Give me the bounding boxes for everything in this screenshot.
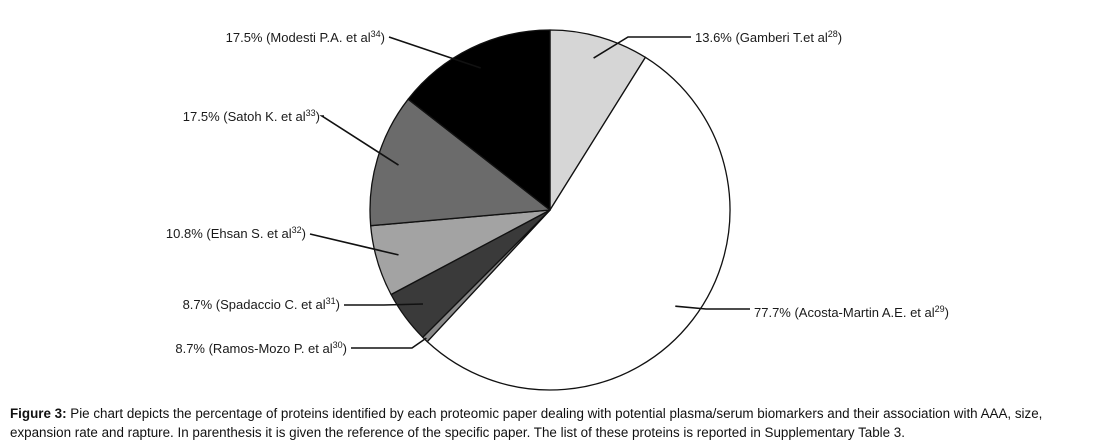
slice-label-ref-number: 33 bbox=[306, 108, 316, 118]
slice-label-close-paren: ) bbox=[838, 30, 842, 45]
pie-slice-ref-33 bbox=[369, 98, 551, 227]
leader-line-ref-30 bbox=[351, 337, 427, 349]
slice-label-ref-34: 17.5% (Modesti P.A. et al34) bbox=[226, 29, 385, 45]
slice-label-ref-number: 29 bbox=[935, 304, 945, 314]
leader-line-ref-31 bbox=[344, 303, 424, 306]
slice-label-text: 8.7% (Ramos-Mozo P. et al bbox=[175, 341, 332, 356]
slice-label-close-paren: ) bbox=[316, 109, 320, 124]
slice-label-text: 10.8% (Ehsan S. et al bbox=[166, 226, 292, 241]
slice-label-ref-31: 8.7% (Spadaccio C. et al31) bbox=[183, 296, 340, 312]
caption-label: Figure 3: bbox=[10, 406, 67, 421]
slice-label-ref-number: 28 bbox=[828, 29, 838, 39]
slice-label-ref-number: 34 bbox=[371, 29, 381, 39]
slice-label-text: 17.5% (Satoh K. et al bbox=[183, 109, 306, 124]
slice-label-ref-29: 77.7% (Acosta-Martin A.E. et al29) bbox=[754, 304, 949, 320]
slice-label-ref-number: 32 bbox=[292, 225, 302, 235]
leader-line-ref-28 bbox=[593, 36, 691, 59]
pie-slice-ref-29 bbox=[426, 56, 731, 391]
pie-slice-ref-28 bbox=[549, 29, 647, 211]
slice-labels: 13.6% (Gamberi T.et al28)77.7% (Acosta-M… bbox=[166, 29, 949, 356]
leader-line-ref-32 bbox=[309, 233, 399, 256]
slice-label-ref-30: 8.7% (Ramos-Mozo P. et al30) bbox=[175, 340, 347, 356]
leader-line-ref-34 bbox=[388, 36, 481, 69]
slice-label-ref-28: 13.6% (Gamberi T.et al28) bbox=[695, 29, 842, 45]
slice-label-text: 8.7% (Spadaccio C. et al bbox=[183, 297, 326, 312]
slice-label-close-paren: ) bbox=[381, 30, 385, 45]
slice-label-close-paren: ) bbox=[302, 226, 306, 241]
leader-lines bbox=[309, 36, 750, 349]
slice-label-text: 77.7% (Acosta-Martin A.E. et al bbox=[754, 305, 935, 320]
caption-text: Pie chart depicts the percentage of prot… bbox=[10, 406, 1043, 440]
slice-label-close-paren: ) bbox=[336, 297, 340, 312]
slice-label-ref-32: 10.8% (Ehsan S. et al32) bbox=[166, 225, 306, 241]
slice-label-close-paren: ) bbox=[945, 305, 949, 320]
pie-slices bbox=[369, 29, 731, 391]
slice-label-close-paren: ) bbox=[343, 341, 347, 356]
leader-line-ref-33 bbox=[319, 115, 399, 166]
pie-chart: 13.6% (Gamberi T.et al28)77.7% (Acosta-M… bbox=[166, 29, 949, 391]
slice-label-ref-number: 30 bbox=[333, 340, 343, 350]
slice-label-ref-33: 17.5% (Satoh K. et al33) bbox=[183, 108, 320, 124]
slice-label-text: 13.6% (Gamberi T.et al bbox=[695, 30, 828, 45]
pie-slice-ref-34 bbox=[407, 29, 551, 211]
leader-line-ref-29 bbox=[675, 305, 750, 310]
slice-label-ref-number: 31 bbox=[326, 296, 336, 306]
slice-label-text: 17.5% (Modesti P.A. et al bbox=[226, 30, 371, 45]
figure-caption: Figure 3: Pie chart depicts the percenta… bbox=[10, 404, 1100, 442]
